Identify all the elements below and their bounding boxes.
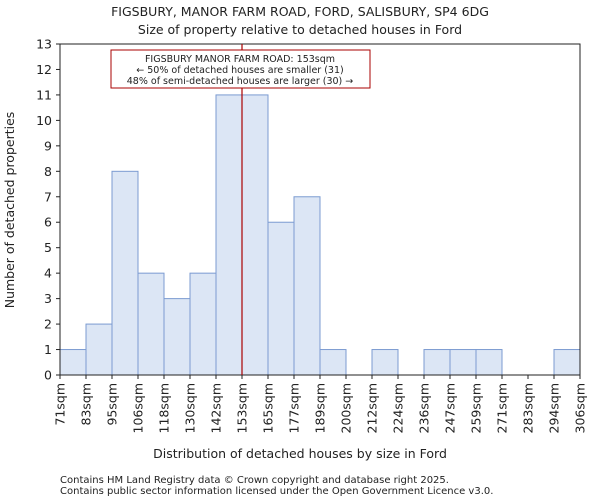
bar-294sqm [553, 349, 581, 376]
y-tick-label-11: 11 [36, 87, 52, 102]
x-tick-label-142sqm: 142sqm [209, 383, 224, 433]
y-tick-label-10: 10 [36, 113, 52, 128]
annotation-line-2: ← 50% of detached houses are smaller (31… [136, 65, 343, 76]
x-tick-label-83sqm: 83sqm [79, 383, 94, 426]
x-tick-label-95sqm: 95sqm [105, 383, 120, 426]
bars-group [59, 94, 581, 376]
bar-142sqm [215, 94, 243, 376]
y-tick-label-9: 9 [44, 138, 52, 153]
y-tick-label-0: 0 [44, 368, 52, 383]
bar-95sqm [111, 170, 139, 376]
y-tick-label-4: 4 [44, 266, 52, 281]
y-tick-label-5: 5 [44, 240, 52, 255]
bar-71sqm [59, 349, 87, 376]
x-tick-label-189sqm: 189sqm [313, 383, 328, 433]
chart-title: FIGSBURY, MANOR FARM ROAD, FORD, SALISBU… [111, 4, 489, 19]
bar-153sqm [241, 94, 269, 376]
y-axis-label: Number of detached properties [2, 112, 17, 309]
x-tick-label-271sqm: 271sqm [495, 383, 510, 433]
bar-130sqm [189, 272, 217, 376]
x-tick-label-283sqm: 283sqm [521, 383, 536, 433]
footer-line-1: Contains HM Land Registry data © Crown c… [60, 475, 449, 486]
x-tick-label-247sqm: 247sqm [443, 383, 458, 433]
x-tick-label-259sqm: 259sqm [469, 383, 484, 433]
x-tick-label-165sqm: 165sqm [261, 383, 276, 433]
bar-165sqm [267, 221, 295, 376]
annotation-box: FIGSBURY MANOR FARM ROAD: 153sqm ← 50% o… [110, 49, 371, 89]
bar-83sqm [85, 323, 113, 376]
y-tick-label-1: 1 [44, 342, 52, 357]
x-axis-label: Distribution of detached houses by size … [153, 446, 447, 461]
y-tick-label-6: 6 [44, 215, 52, 230]
x-tick-label-71sqm: 71sqm [53, 383, 68, 426]
x-tick-label-177sqm: 177sqm [287, 383, 302, 433]
y-tick-label-8: 8 [44, 164, 52, 179]
bar-212sqm [371, 349, 399, 376]
bar-247sqm [449, 349, 477, 376]
bar-106sqm [137, 272, 165, 376]
x-tick-label-153sqm: 153sqm [235, 383, 250, 433]
y-tick-label-7: 7 [44, 189, 52, 204]
bar-118sqm [163, 298, 191, 376]
footer-line-2: Contains public sector information licen… [60, 486, 493, 497]
y-tick-label-3: 3 [44, 291, 52, 306]
x-tick-label-200sqm: 200sqm [339, 383, 354, 433]
x-tick-label-106sqm: 106sqm [131, 383, 146, 433]
annotation-border [110, 49, 371, 89]
x-tick-label-130sqm: 130sqm [183, 383, 198, 433]
annotation-line-1: FIGSBURY MANOR FARM ROAD: 153sqm [145, 54, 335, 65]
x-tick-label-306sqm: 306sqm [573, 383, 588, 433]
bar-177sqm [293, 196, 321, 376]
x-tick-label-294sqm: 294sqm [547, 383, 562, 433]
x-tick-label-224sqm: 224sqm [391, 383, 406, 433]
x-axis: 71sqm 83sqm 95sqm 106sqm 118sqm 130sqm 142sqm 1… [53, 375, 588, 433]
plot-area-frame [59, 43, 581, 376]
y-tick-label-13: 13 [36, 37, 52, 52]
x-tick-label-236sqm: 236sqm [417, 383, 432, 433]
chart-subtitle: Size of property relative to detached ho… [138, 22, 462, 37]
y-tick-label-12: 12 [36, 62, 52, 77]
bar-259sqm [475, 349, 503, 376]
y-tick-label-2: 2 [44, 317, 52, 332]
annotation-line-3: 48% of semi-detached houses are larger (… [127, 76, 354, 87]
bar-189sqm [319, 349, 347, 376]
x-tick-label-118sqm: 118sqm [157, 383, 172, 433]
x-tick-label-212sqm: 212sqm [365, 383, 380, 433]
bar-236sqm [423, 349, 451, 376]
